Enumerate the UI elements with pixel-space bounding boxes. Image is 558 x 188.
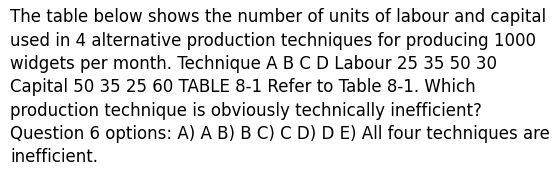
Text: The table below shows the number of units of labour and capital
used in 4 altern: The table below shows the number of unit…: [10, 8, 550, 166]
